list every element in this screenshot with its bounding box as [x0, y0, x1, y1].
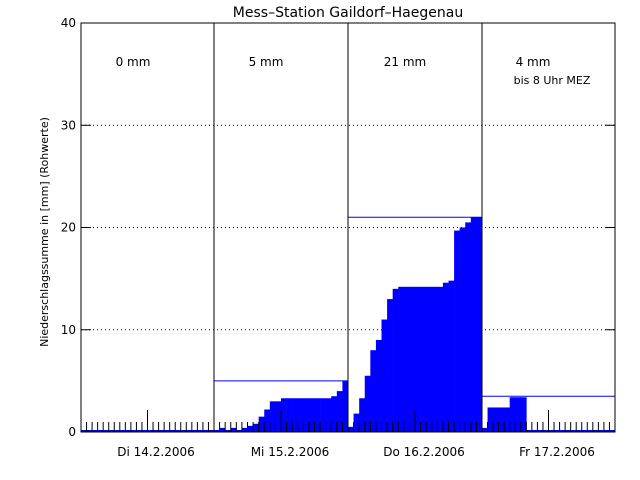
precip-bar-day2-h7 — [247, 425, 254, 432]
day-label-4: Fr 17.2.2006 — [519, 445, 595, 459]
precip-bar-day3-h22 — [465, 222, 472, 432]
precip-bar-day3-h1 — [348, 426, 354, 432]
day-total-label-4: 4 mm — [516, 55, 551, 69]
y-axis-label: Niederschlagssumme in [mm] (Rohwerte) — [38, 117, 51, 347]
precip-bar-day2-h19 — [314, 398, 321, 432]
precip-bar-day3-h14 — [420, 286, 427, 432]
hour-ticks — [86, 410, 610, 432]
precip-bar-day2-h10 — [264, 409, 271, 432]
day-total-label-2: 5 mm — [249, 55, 284, 69]
precip-bar-day2-h6 — [241, 427, 248, 432]
precip-bar-day3-h24 — [476, 217, 483, 432]
precip-bar-day4-h6 — [509, 397, 516, 432]
day-total-label-3: 21 mm — [384, 55, 426, 69]
daily-total-lines — [214, 216, 615, 397]
precip-bar-day2-h2 — [219, 427, 226, 432]
precip-bar-day3-h18 — [442, 282, 449, 432]
precip-bar-day3-h20 — [454, 230, 460, 432]
precip-bar-day3-h3 — [359, 398, 366, 432]
precip-bar-day3-h2 — [353, 413, 360, 432]
precip-bar-day3-h16 — [431, 286, 438, 432]
precip-bar-day2-h8 — [253, 423, 259, 432]
y-tick-label-20: 20 — [61, 221, 76, 235]
precip-bar-day2-h21 — [325, 398, 332, 432]
precip-bar-day2-h11 — [269, 401, 276, 432]
day-total-label-1: 0 mm — [116, 55, 151, 69]
precip-bar-day3-h15 — [426, 286, 433, 432]
precip-bar-day4-h3 — [493, 407, 499, 432]
precip-bar-day2-h23 — [336, 391, 343, 432]
gridlines — [81, 124, 615, 331]
y-axis: 0 10 20 30 40 — [61, 16, 615, 439]
precip-bar-day3-h10 — [398, 286, 405, 432]
precip-bar-day2-h16 — [297, 398, 304, 432]
precip-bar-day4-h8 — [520, 397, 527, 432]
precip-bar-day4-h1 — [482, 427, 488, 432]
precip-bar-day3-h21 — [459, 227, 466, 432]
precip-bar-day4-h2 — [487, 407, 494, 432]
day-dividers — [213, 23, 483, 432]
precip-bar-day3-h11 — [403, 286, 410, 432]
precip-bar-day4-h7 — [515, 397, 522, 432]
precip-bar-day2-h13 — [281, 398, 287, 432]
precip-bar-day4-h4 — [498, 407, 505, 432]
y-tick-label-30: 30 — [61, 118, 76, 132]
precip-bar-day2-h12 — [275, 401, 282, 432]
y-tick-label-0: 0 — [68, 425, 76, 439]
precip-bar-day3-h4 — [364, 375, 371, 432]
precip-bar-day4-h5 — [504, 407, 511, 432]
day-label-3: Do 16.2.2006 — [383, 445, 464, 459]
time-note: bis 8 Uhr MEZ — [514, 74, 591, 87]
precip-bar-day2-h20 — [320, 398, 326, 432]
precip-bar-day2-h24 — [342, 380, 349, 432]
precip-bar-day3-h8 — [387, 299, 393, 432]
precip-bar-day2-h4 — [230, 427, 237, 432]
precip-bar-day2-h15 — [292, 398, 299, 432]
precip-bar-day3-h12 — [409, 286, 416, 432]
precip-bar-day3-h19 — [448, 280, 455, 432]
precip-bar-day3-h23 — [470, 217, 477, 432]
y-tick-label-40: 40 — [61, 16, 76, 30]
precip-bar-day2-h22 — [331, 396, 338, 432]
day-label-1: Di 14.2.2006 — [117, 445, 194, 459]
precip-bar-day2-h17 — [303, 398, 310, 432]
precip-bar-day3-h6 — [375, 339, 382, 432]
precip-bar-day3-h17 — [437, 286, 444, 432]
precip-bar-day2-h14 — [286, 398, 293, 432]
precip-bar-day2-h18 — [308, 398, 315, 432]
precip-bar-day3-h9 — [392, 288, 399, 432]
chart-title: Mess–Station Gaildorf–Haegenau — [233, 5, 463, 21]
precip-bar-day3-h13 — [415, 286, 421, 432]
precip-bar-day3-h5 — [370, 350, 377, 432]
precip-bar-day2-h9 — [258, 416, 265, 432]
y-tick-label-10: 10 — [61, 323, 76, 337]
precip-bar-day3-h7 — [381, 319, 388, 432]
day-label-2: Mi 15.2.2006 — [251, 445, 330, 459]
